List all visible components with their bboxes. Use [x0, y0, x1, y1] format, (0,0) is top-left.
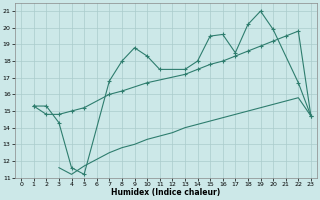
X-axis label: Humidex (Indice chaleur): Humidex (Indice chaleur) — [111, 188, 221, 197]
